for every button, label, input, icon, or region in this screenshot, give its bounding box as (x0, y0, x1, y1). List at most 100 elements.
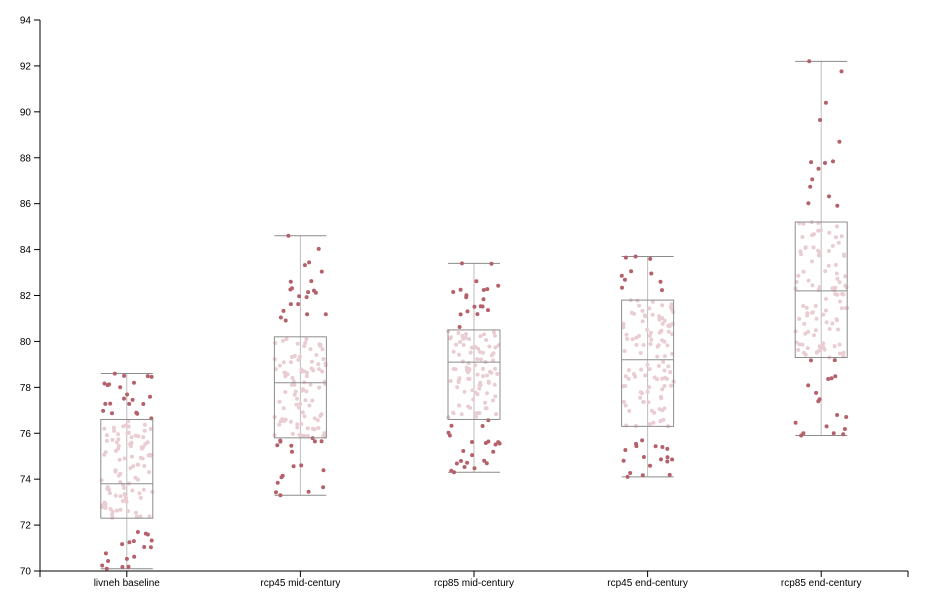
sample-point-inner (839, 306, 844, 311)
sample-point-outer (104, 566, 109, 571)
sample-point-inner (292, 354, 297, 358)
sample-point-outer (306, 489, 311, 494)
sample-point-outer (304, 295, 309, 300)
sample-point-outer (296, 302, 301, 307)
sample-point-outer (297, 294, 302, 299)
sample-point-inner (481, 374, 485, 379)
sample-point-inner (797, 316, 802, 321)
sample-point-outer (833, 374, 838, 379)
sample-point-inner (118, 480, 123, 485)
sample-point-inner (305, 426, 310, 431)
sample-point-inner (478, 383, 483, 387)
sample-point-outer (493, 442, 498, 447)
sample-point-inner (621, 321, 626, 326)
sample-point-inner (300, 410, 305, 415)
sample-point-outer (461, 449, 466, 453)
sample-point-outer (307, 260, 312, 265)
sample-point-inner (277, 363, 282, 368)
sample-point-outer (483, 441, 488, 445)
sample-point-outer (278, 439, 283, 444)
sample-point-inner (471, 397, 476, 402)
y-tick-label: 78 (20, 383, 32, 394)
sample-point-inner (637, 303, 642, 308)
sample-point-inner (290, 376, 295, 380)
sample-point-inner (639, 367, 644, 372)
sample-point-inner (103, 502, 108, 507)
sample-point-inner (651, 420, 656, 425)
sample-point-inner (468, 350, 473, 355)
sample-point-outer (481, 288, 486, 292)
sample-point-inner (318, 342, 323, 347)
sample-point-outer (106, 559, 111, 563)
sample-point-inner (804, 305, 809, 310)
sample-point-outer (809, 160, 814, 165)
sample-point-outer (446, 430, 451, 435)
y-tick-label: 70 (20, 567, 32, 578)
sample-point-inner (626, 368, 631, 373)
sample-point-inner (801, 269, 806, 274)
sample-point-outer (278, 315, 283, 320)
sample-point-inner (296, 357, 301, 362)
sample-point-inner (835, 224, 839, 229)
sample-point-outer (105, 383, 110, 388)
sample-point-inner (110, 437, 115, 442)
sample-point-inner (822, 347, 827, 352)
sample-point-outer (496, 440, 501, 445)
box-group (99, 371, 155, 571)
sample-point-inner (104, 433, 109, 438)
sample-point-inner (138, 455, 143, 460)
sample-point-inner (150, 489, 155, 494)
sample-point-outer (496, 283, 501, 288)
sample-point-inner (310, 426, 315, 431)
sample-point-inner (299, 367, 304, 372)
sample-point-outer (149, 374, 154, 379)
sample-point-outer (480, 304, 485, 309)
sample-point-outer (299, 463, 304, 468)
sample-point-inner (657, 314, 661, 319)
box-group (619, 254, 676, 479)
sample-point-inner (316, 426, 321, 430)
sample-point-outer (135, 530, 140, 534)
sample-point-inner (148, 427, 153, 432)
sample-point-inner (638, 390, 643, 395)
sample-point-inner (648, 342, 653, 346)
sample-point-outer (323, 312, 328, 317)
sample-point-inner (126, 424, 131, 429)
sample-point-inner (461, 336, 466, 341)
sample-point-outer (670, 457, 675, 462)
sample-point-outer (103, 401, 108, 406)
sample-point-inner (810, 283, 815, 288)
sample-point-inner (641, 343, 646, 347)
sample-point-outer (319, 439, 324, 444)
sample-point-inner (817, 344, 822, 349)
sample-point-inner (130, 454, 135, 459)
sample-point-inner (810, 310, 815, 315)
sample-point-inner (824, 320, 829, 325)
sample-point-outer (482, 458, 487, 463)
sample-point-inner (495, 372, 500, 376)
sample-point-inner (484, 338, 489, 342)
sample-point-inner (320, 369, 325, 374)
sample-point-inner (624, 332, 629, 337)
sample-point-inner (143, 442, 148, 447)
sample-point-outer (659, 457, 663, 462)
sample-point-inner (141, 487, 146, 492)
sample-point-inner (124, 496, 129, 501)
sample-point-inner (320, 347, 325, 352)
sample-point-inner (799, 252, 803, 257)
sample-point-outer (806, 201, 811, 206)
sample-point-outer (793, 420, 798, 425)
sample-point-inner (657, 330, 662, 335)
sample-point-inner (796, 273, 801, 278)
sample-point-outer (665, 459, 670, 464)
sample-point-inner (625, 337, 630, 341)
sample-point-inner (314, 353, 319, 357)
sample-point-inner (297, 405, 301, 410)
sample-point-inner (626, 376, 631, 381)
sample-point-inner (118, 494, 123, 499)
sample-point-outer (621, 458, 626, 463)
sample-point-inner (315, 418, 320, 423)
sample-point-inner (141, 435, 146, 440)
sample-point-outer (122, 373, 127, 378)
sample-point-inner (491, 330, 496, 335)
